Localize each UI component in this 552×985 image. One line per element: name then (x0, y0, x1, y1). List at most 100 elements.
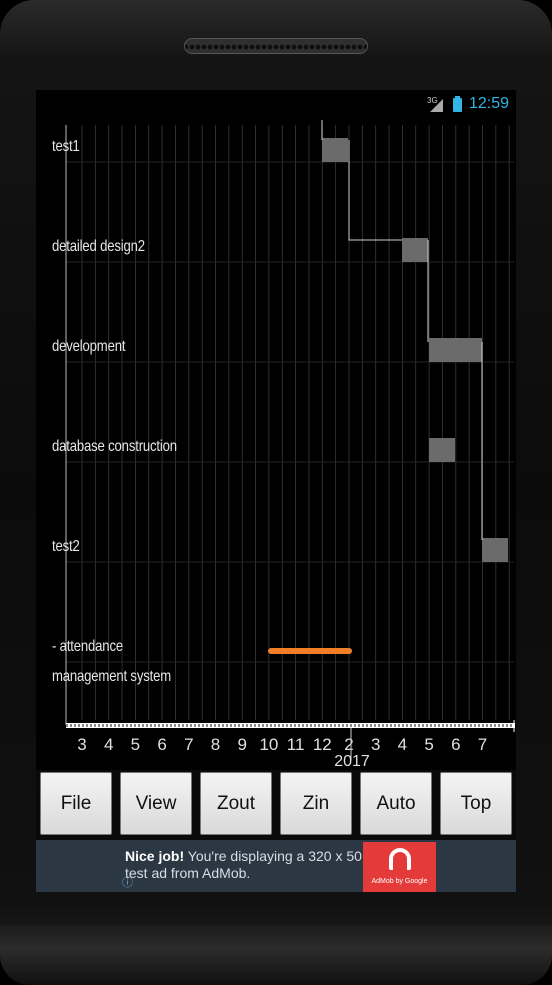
ad-headline: Nice job! (125, 848, 185, 864)
axis-tick (430, 724, 432, 727)
axis-tick (378, 724, 380, 727)
axis-tick (230, 724, 232, 727)
ad-message: Nice job! You're displaying a 320 x 50 t… (125, 848, 365, 882)
month-label: 4 (104, 735, 113, 754)
ad-body: You're displaying a 320 x 50 test ad fro… (125, 848, 362, 881)
month-label: 12 (313, 735, 332, 754)
ad-info-icon[interactable]: ⓘ (122, 877, 133, 889)
top-button[interactable]: Top (440, 772, 512, 835)
axis-tick (110, 724, 112, 727)
axis-tick (150, 724, 152, 727)
axis-tick (190, 724, 192, 727)
axis-tick (458, 724, 460, 727)
year-label: 2017 (334, 753, 370, 770)
admob-logo[interactable]: AdMob by Google (363, 842, 436, 892)
axis-tick (250, 724, 252, 727)
axis-tick (170, 724, 172, 727)
axis-tick (354, 724, 356, 727)
axis-tick (242, 724, 244, 727)
axis-tick (306, 724, 308, 727)
axis-tick (194, 724, 196, 727)
admob-logo-text: AdMob by Google (371, 878, 428, 885)
axis-tick (198, 724, 200, 727)
month-label: 4 (398, 735, 407, 754)
phone-speaker (184, 38, 368, 54)
axis-tick (314, 724, 316, 727)
file-button[interactable]: File (40, 772, 112, 835)
axis-tick (282, 724, 284, 727)
axis-tick (310, 724, 312, 727)
view-button[interactable]: View (120, 772, 192, 835)
task-bar-5 (482, 538, 508, 562)
axis-tick (130, 724, 132, 727)
axis-tick (334, 724, 336, 727)
axis-tick (442, 724, 444, 727)
axis-tick (382, 724, 384, 727)
axis-tick (362, 724, 364, 727)
zoom-out-button[interactable]: Zout (200, 772, 272, 835)
status-bar: 3G 12:59 (36, 90, 516, 120)
gantt-chart[interactable]: 3 4 5 6 7 8 9 10 11 12 2 3 4 5 6 7 2017 test1 detailed de… (36, 120, 516, 802)
axis-tick (258, 724, 260, 727)
axis-tick (318, 724, 320, 727)
axis-tick (370, 724, 372, 727)
axis-tick (274, 724, 276, 727)
axis-tick (418, 724, 420, 727)
dependency-line (348, 140, 402, 241)
month-label: 5 (424, 735, 433, 754)
axis-tick (94, 724, 96, 727)
task-bar-3 (429, 338, 482, 362)
month-label: 7 (184, 735, 193, 754)
task-label: test2 (52, 538, 80, 555)
axis-tick (138, 724, 140, 727)
month-label: 9 (237, 735, 246, 754)
axis-tick (122, 724, 124, 727)
summary-bar (268, 648, 352, 654)
task-bar-2 (402, 238, 428, 262)
axis-tick (238, 724, 240, 727)
axis-tick (206, 724, 208, 727)
month-label: 11 (287, 735, 305, 754)
axis-tick (186, 724, 188, 727)
month-label: 5 (131, 735, 140, 754)
admob-logo-icon (389, 848, 411, 870)
axis-tick (234, 724, 236, 727)
month-label: 6 (451, 735, 460, 754)
axis-tick (422, 724, 424, 727)
axis-tick (454, 724, 456, 727)
axis-tick (126, 724, 128, 727)
axis-tick (106, 724, 108, 727)
axis-tick (294, 724, 296, 727)
month-label: 3 (77, 735, 86, 754)
axis-tick (374, 724, 376, 727)
axis-tick (66, 724, 68, 727)
axis-tick (118, 724, 120, 727)
axis-tick (210, 724, 212, 727)
month-label: 7 (478, 735, 487, 754)
auto-button[interactable]: Auto (360, 772, 432, 835)
axis-tick (434, 724, 436, 727)
axis-tick (114, 724, 116, 727)
axis-tick (346, 724, 348, 727)
axis-tick (366, 724, 368, 727)
axis-tick (286, 724, 288, 727)
axis-tick (466, 724, 468, 727)
axis-tick (278, 724, 280, 727)
zoom-in-button[interactable]: Zin (280, 772, 352, 835)
axis-tick (486, 724, 488, 727)
axis-tick (302, 724, 304, 727)
axis-tick (342, 724, 344, 727)
ad-banner[interactable]: Nice job! You're displaying a 320 x 50 t… (36, 840, 516, 892)
status-clock: 12:59 (469, 95, 510, 112)
axis-tick (178, 724, 180, 727)
axis-tick (74, 724, 76, 727)
axis-tick (298, 724, 300, 727)
axis-tick (338, 724, 340, 727)
axis-tick (102, 724, 104, 727)
axis-tick (154, 724, 156, 727)
axis-tick (218, 724, 220, 727)
axis-tick (474, 724, 476, 727)
axis-tick (330, 724, 332, 727)
axis-tick (462, 724, 464, 727)
